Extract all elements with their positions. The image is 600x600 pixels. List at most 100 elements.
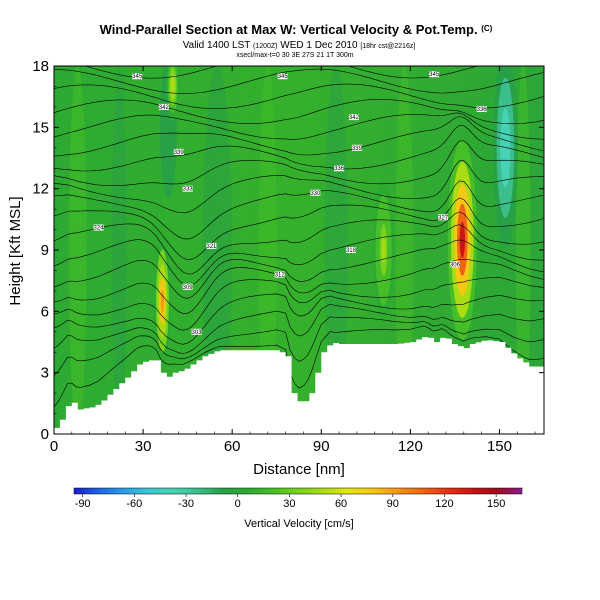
contour-label: 342 <box>159 105 170 111</box>
plot-area: 345 345 345 342 342 339 339 336 336 333 330 327 324 3… <box>53 65 545 435</box>
contour-label: 339 <box>174 150 185 156</box>
contour-label: 327 <box>438 215 449 221</box>
contour-label: 312 <box>275 273 286 279</box>
colorbar: -90 -60 -30 0 30 60 90 120 150 Vertical Velocity… <box>73 487 523 530</box>
colorbar-label: Vertical Velocity [cm/s] <box>244 518 353 530</box>
y-tick-label: 12 <box>32 181 49 198</box>
updraft-core <box>160 289 164 313</box>
contour-label: 345 <box>132 74 143 80</box>
contour-label: 306 <box>450 262 461 268</box>
colorbar-tick-label: -30 <box>178 498 194 510</box>
contour-label: 309 <box>183 285 194 291</box>
y-axis-label: Height [Kft MSL] <box>7 196 24 305</box>
x-tick-label: 30 <box>135 438 152 455</box>
isentrope-line <box>54 239 544 299</box>
contour-label-bg <box>132 73 143 80</box>
colorbar-tick-label: 60 <box>335 498 347 510</box>
y-tick-label: 9 <box>41 242 49 259</box>
velocity-stripe <box>515 66 531 434</box>
contour-label-bg <box>274 271 285 278</box>
y-tick-label: 15 <box>32 119 49 136</box>
colorbar-tick-label: 120 <box>435 498 453 510</box>
contour-label: 303 <box>192 330 203 336</box>
isentrope-line <box>54 99 544 125</box>
colorbar-tick-label: -90 <box>75 498 91 510</box>
contour-label-bg <box>277 73 288 80</box>
colorbar-tick-label: 0 <box>235 498 241 510</box>
contour-label: 336 <box>477 107 488 113</box>
chart-subtitle: Valid 1400 LST (1200Z) WED 1 Dec 2010 [1… <box>183 40 416 51</box>
velocity-stripe <box>111 66 127 434</box>
x-tick-label: 120 <box>398 438 423 455</box>
isentrope-line <box>54 224 544 287</box>
x-axis: 0 30 60 90 120 150 <box>50 66 536 455</box>
contour-label-bg <box>173 148 184 155</box>
isentrope-line <box>54 116 544 157</box>
contour-label: 321 <box>206 244 217 250</box>
chart-title: Wind-Parallel Section at Max W: Vertical… <box>100 22 493 37</box>
contour-label: 345 <box>429 72 440 78</box>
isentrope-line <box>54 303 544 354</box>
y-tick-label: 18 <box>32 58 49 75</box>
x-tick-label: 150 <box>487 438 512 455</box>
isentrope-line <box>54 125 544 172</box>
velocity-stripe <box>68 66 87 434</box>
contour-label: 336 <box>334 166 345 172</box>
contour-label-bg <box>334 165 345 172</box>
contour-label: 324 <box>94 226 105 232</box>
colorbar-tick-label: 30 <box>283 498 295 510</box>
contour-label: 330 <box>310 191 321 197</box>
contour-label-bg <box>345 247 356 253</box>
colorbar-tick-label: 150 <box>487 498 505 510</box>
isentrope-line <box>54 140 544 187</box>
isentrope-line <box>54 316 544 376</box>
contour-label-bg <box>449 261 460 268</box>
isentrope-line <box>54 293 544 345</box>
updraft-core <box>381 237 386 263</box>
isentrope-line <box>54 68 544 94</box>
isentrope-line <box>54 211 544 275</box>
x-axis-label: Distance [nm] <box>253 461 345 478</box>
contour-label-bg <box>438 214 449 221</box>
contour-label-bg <box>158 103 169 110</box>
velocity-stripe <box>258 66 277 434</box>
contour-label: 333 <box>183 187 194 193</box>
y-tick-label: 6 <box>41 303 49 320</box>
contour-label-bg <box>206 242 217 249</box>
downdraft-core <box>500 107 511 188</box>
contour-label-bg <box>93 224 104 231</box>
x-tick-label: 90 <box>313 438 330 455</box>
isentrope-line <box>54 112 544 140</box>
y-tick-label: 3 <box>41 365 49 382</box>
isentrope-line <box>54 180 544 240</box>
contour-label: 339 <box>352 146 363 152</box>
updraft-core <box>171 80 174 93</box>
colorbar-tick-label: 90 <box>387 498 399 510</box>
x-tick-label: 60 <box>224 438 241 455</box>
updraft-core <box>459 221 465 258</box>
isentrope-line <box>54 259 544 314</box>
contour-label-bg <box>351 144 362 151</box>
isentrope-line <box>54 197 544 260</box>
terrain-mask <box>54 337 544 434</box>
chart-small-note: xsecl/max-t=0 30 3E 27S 21 1T 300m <box>236 52 353 59</box>
contour-label-bg <box>182 185 193 192</box>
x-tick-label: 0 <box>50 438 58 455</box>
contour-label-bg <box>310 189 321 196</box>
isentrope-line <box>54 325 544 408</box>
velocity-stripe <box>324 66 348 434</box>
isentrope-line <box>54 83 544 109</box>
contour-label: 318 <box>346 248 357 254</box>
isentrope-line <box>54 276 544 331</box>
contour-label: 342 <box>349 115 360 121</box>
velocity-stripe <box>202 66 233 434</box>
contour-label-bg <box>348 114 359 121</box>
contour-label-bg <box>476 105 487 112</box>
contour-label-bg <box>191 328 202 335</box>
contour-label-bg <box>429 71 440 78</box>
contour-label: 345 <box>278 74 289 80</box>
isentrope-line <box>54 160 544 214</box>
y-axis: 0 3 6 9 12 15 18 <box>32 58 544 443</box>
y-tick-label: 0 <box>41 426 49 443</box>
